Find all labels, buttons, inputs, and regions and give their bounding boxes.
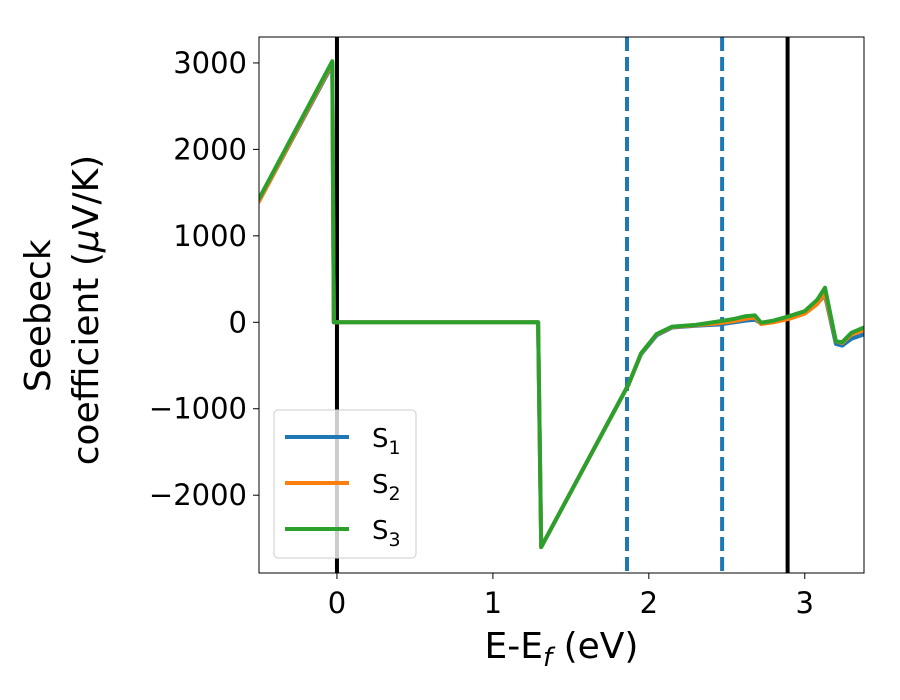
y-axis-label: Seebeck coefficient (μV/K): [18, 155, 107, 465]
y-tick-label: 3000: [173, 46, 247, 80]
legend: S1 S2 S3: [273, 409, 417, 559]
y-tick-label: 0: [229, 305, 247, 339]
y-tick-label: 1000: [173, 219, 247, 253]
x-tick-label: 2: [640, 586, 658, 620]
series-line-s3: [259, 59, 864, 550]
x-axis-label: E-Ef (eV): [485, 626, 639, 673]
y-tick-label: 2000: [173, 132, 247, 166]
x-tick-label: 3: [796, 586, 814, 620]
plot-area: [259, 37, 864, 573]
x-tick-label: 0: [328, 586, 346, 620]
legend-label-s2: S2: [372, 470, 401, 505]
axis-ticks: 0 1 2 3 3000 2000 1000 0 −1000 −2000: [149, 46, 814, 620]
x-tick-label: 1: [484, 586, 502, 620]
y-tick-label: −2000: [149, 478, 247, 512]
legend-label-s1: S1: [372, 424, 401, 459]
y-tick-label: −1000: [149, 392, 247, 426]
plot-frame: [258, 36, 865, 574]
legend-label-s3: S3: [372, 516, 401, 551]
